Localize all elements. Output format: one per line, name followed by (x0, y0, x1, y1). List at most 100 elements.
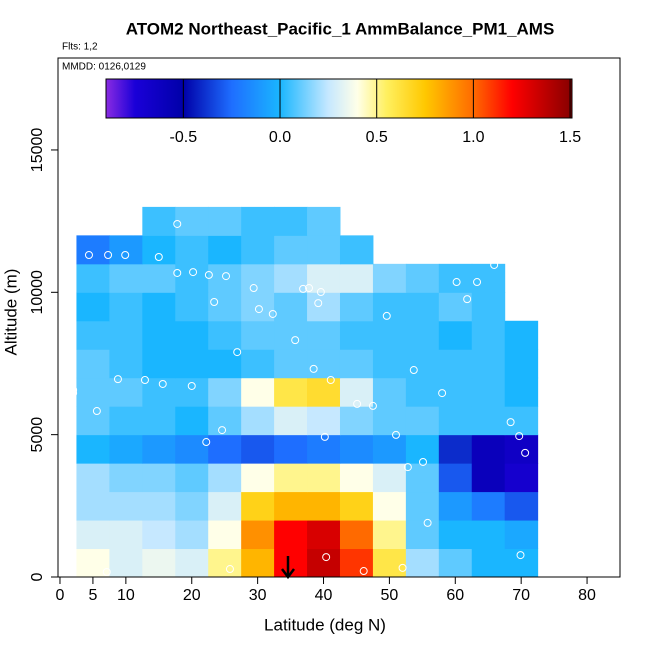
cell (438, 463, 473, 493)
arrow (281, 556, 295, 580)
cell (175, 263, 209, 293)
y-tick-label: 15000 (29, 128, 46, 173)
cell (307, 548, 341, 578)
sample-point (463, 295, 472, 304)
annotation: MMDD: 0126,0129 (62, 62, 146, 73)
cell (76, 320, 110, 350)
x-tick-label: 10 (117, 587, 135, 604)
cell (307, 520, 341, 550)
subtitle: Flts: 1,2 (62, 42, 98, 53)
cell (471, 320, 506, 350)
chart-title: ATOM2 Northeast_Pacific_1 AmmBalance_PM1… (126, 19, 555, 38)
sample-point (173, 268, 182, 277)
sample-point (391, 430, 400, 439)
cell (208, 206, 242, 236)
sample-point (140, 375, 149, 384)
cell (109, 235, 143, 265)
cell (208, 235, 242, 265)
cell (208, 377, 242, 407)
cell (372, 406, 407, 436)
cell (372, 520, 407, 550)
points (69, 219, 530, 576)
cell (504, 548, 539, 578)
cell (142, 434, 176, 464)
cell (339, 520, 374, 550)
colorbar-tick-label: 0.0 (269, 129, 291, 146)
x-tick-label: 80 (578, 587, 596, 604)
cell (142, 406, 176, 436)
cell (471, 548, 506, 578)
cell (339, 320, 374, 350)
cell (339, 406, 374, 436)
cell (241, 263, 275, 293)
y-tick-label: 10000 (29, 270, 46, 315)
cell (142, 235, 176, 265)
cell (405, 406, 440, 436)
cell (307, 377, 341, 407)
y-tick-label: 0 (29, 572, 46, 581)
cell (76, 548, 110, 578)
cell (142, 463, 176, 493)
cell (109, 406, 143, 436)
sample-point (189, 268, 198, 277)
cell (339, 548, 374, 578)
sample-point (506, 418, 515, 427)
cell (241, 377, 275, 407)
sample-point (326, 375, 335, 384)
cell (274, 463, 308, 493)
sample-point (187, 381, 196, 390)
cell (274, 235, 308, 265)
x-tick-label: 0 (56, 587, 65, 604)
sample-point (84, 251, 93, 260)
cell (175, 206, 209, 236)
sample-point (409, 366, 418, 375)
cell (208, 320, 242, 350)
cell (372, 263, 407, 293)
cell (504, 491, 539, 521)
plot-frame (57, 57, 621, 578)
sample-point (368, 401, 377, 410)
cell (274, 206, 308, 236)
cell (471, 463, 506, 493)
sample-point (102, 567, 111, 576)
sample-point (113, 375, 122, 384)
cell (76, 434, 110, 464)
cell (307, 349, 341, 379)
cell (438, 377, 473, 407)
sample-point (515, 432, 524, 441)
y-axis-label: Altitude (m) (1, 269, 20, 356)
cell (339, 434, 374, 464)
sample-point (403, 463, 412, 472)
cell (175, 320, 209, 350)
cell (241, 349, 275, 379)
cell (241, 206, 275, 236)
sample-point (202, 438, 211, 447)
cell (372, 491, 407, 521)
cell (307, 434, 341, 464)
sample-point (490, 260, 499, 269)
cell (438, 434, 473, 464)
cell (504, 520, 539, 550)
cell (274, 491, 308, 521)
cell (208, 520, 242, 550)
cell (405, 320, 440, 350)
sample-point (249, 284, 258, 293)
cell (175, 235, 209, 265)
cell (175, 292, 209, 322)
axes: 0 5 10 20 30 40 50 60 70 80 0 5000 10000 15000 (29, 128, 596, 605)
cell (142, 349, 176, 379)
cell (307, 206, 341, 236)
x-tick-label: 70 (512, 587, 530, 604)
cell (438, 491, 473, 521)
cell (438, 320, 473, 350)
sample-point (473, 278, 482, 287)
cell (241, 235, 275, 265)
sample-point (268, 309, 277, 318)
cell (142, 520, 176, 550)
cell (504, 463, 539, 493)
cell (405, 520, 440, 550)
cell (471, 349, 506, 379)
x-tick-label: 20 (183, 587, 201, 604)
cell (109, 463, 143, 493)
